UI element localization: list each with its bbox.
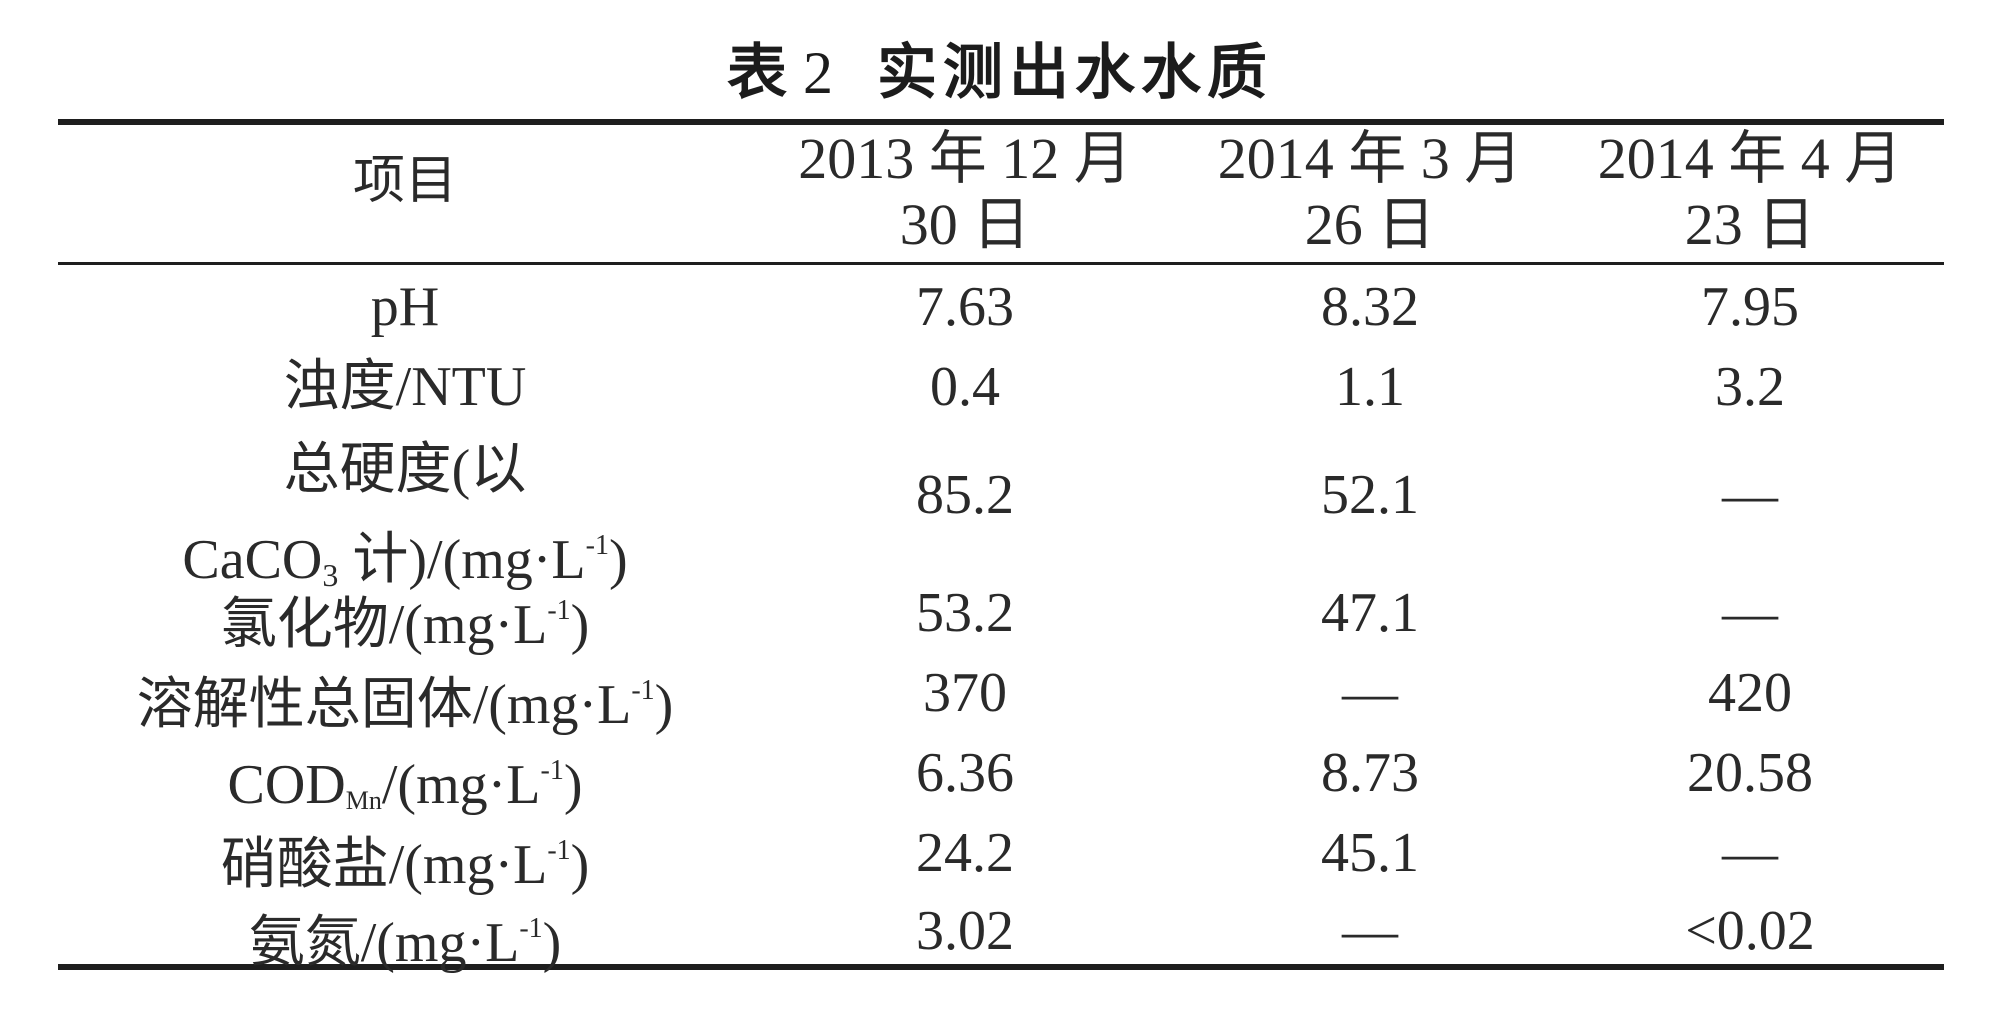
row-nitrate-value-1: 24.2 — [916, 822, 1014, 884]
header-rule — [58, 262, 1944, 265]
row-nitrate-value-2: 45.1 — [1321, 822, 1419, 884]
header-col3: 2014 年 4 月 23 日 — [1560, 126, 1940, 258]
top-rule — [58, 119, 1944, 125]
row-nitrate-value-3: — — [1722, 822, 1778, 884]
table-number: 2 — [803, 40, 839, 106]
row-cod-value-2: 8.73 — [1321, 742, 1419, 804]
row-ph-value-2: 8.32 — [1321, 276, 1419, 338]
row-turbidity-item: 浊度/NTU — [283, 356, 527, 418]
header-col1-line1: 2013 年 12 月 — [798, 126, 1132, 191]
header-col3-line2: 23 日 — [1684, 192, 1816, 257]
row-hardness-value-1: 85.2 — [916, 464, 1014, 526]
table-title: 表 2 实测出水水质 — [0, 28, 2000, 118]
row-tds-value-2: — — [1342, 662, 1398, 724]
table-caption: 实测出水水质 — [877, 38, 1273, 108]
header-col1-line2: 30 日 — [899, 192, 1031, 257]
row-tds-value-3: 420 — [1708, 662, 1792, 724]
row-chloride-value-2: 47.1 — [1321, 582, 1419, 644]
header-item: 项目 — [352, 151, 457, 211]
row-hardness-item: 总硬度(以 CaCO3 计)/(mg·L-1) — [60, 432, 750, 613]
row-tds-item: 溶解性总固体/(mg·L-1) — [136, 674, 674, 736]
row-tds-value-1: 370 — [923, 662, 1007, 724]
row-ammonia-value-3: <0.02 — [1685, 900, 1815, 962]
header-col1: 2013 年 12 月 30 日 — [770, 126, 1160, 258]
row-ammonia-item: 氨氮/(mg·L-1) — [248, 912, 562, 974]
row-cod-value-3: 20.58 — [1687, 742, 1813, 804]
row-hardness-value-3: — — [1722, 464, 1778, 526]
row-nitrate-item: 硝酸盐/(mg·L-1) — [220, 834, 590, 896]
row-ph-value-1: 7.63 — [916, 276, 1014, 338]
row-cod-item: CODMn/(mg·L-1) — [227, 754, 583, 816]
row-ph-item: pH — [370, 276, 440, 338]
header-col2-line1: 2014 年 3 月 — [1217, 126, 1523, 191]
row-turbidity-value-3: 3.2 — [1715, 356, 1785, 418]
table-label: 表 — [727, 38, 793, 108]
header-col3-line1: 2014 年 4 月 — [1597, 126, 1903, 191]
row-cod-value-1: 6.36 — [916, 742, 1014, 804]
bottom-rule — [58, 964, 1944, 970]
row-ph-value-3: 7.95 — [1701, 276, 1799, 338]
row-ammonia-value-2: — — [1342, 900, 1398, 962]
row-turbidity-value-2: 1.1 — [1335, 356, 1405, 418]
row-hardness-item-line2: CaCO3 计)/(mg·L-1) — [182, 529, 628, 593]
header-col2: 2014 年 3 月 26 日 — [1180, 126, 1560, 258]
row-chloride-value-1: 53.2 — [916, 582, 1014, 644]
row-hardness-item-line1: 总硬度(以 — [283, 439, 527, 501]
header-col2-line2: 26 日 — [1304, 192, 1436, 257]
row-chloride-value-3: — — [1722, 582, 1778, 644]
row-turbidity-value-1: 0.4 — [930, 356, 1000, 418]
row-hardness-value-2: 52.1 — [1321, 464, 1419, 526]
row-chloride-item: 氯化物/(mg·L-1) — [220, 594, 590, 656]
row-ammonia-value-1: 3.02 — [916, 900, 1014, 962]
